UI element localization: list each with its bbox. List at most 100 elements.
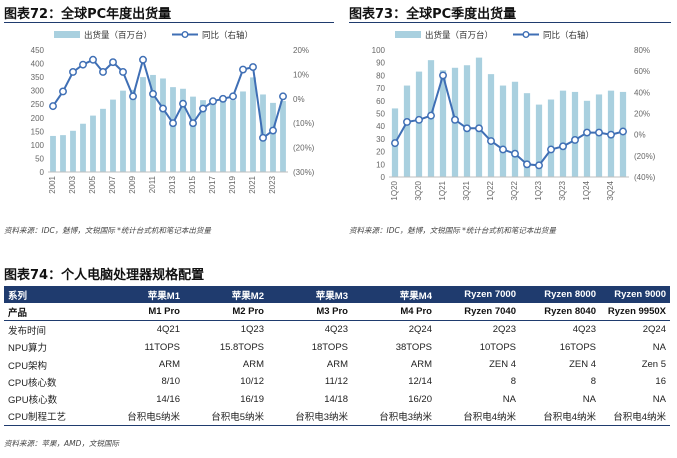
header-cell: 苹果M3 bbox=[268, 286, 352, 303]
table-cell: 4Q21 bbox=[156, 324, 180, 336]
line-point bbox=[169, 119, 177, 128]
header-cell: 苹果M1 bbox=[100, 286, 184, 303]
table-cell: NPU算力 bbox=[8, 343, 48, 355]
left-axis-tick-label: 200 bbox=[31, 114, 45, 123]
line-point bbox=[239, 65, 247, 74]
bar bbox=[559, 90, 567, 177]
x-axis-tick-label: 2023 bbox=[268, 175, 277, 193]
line-point bbox=[511, 149, 519, 158]
table-cell: CPU架构 bbox=[8, 360, 48, 372]
bar bbox=[523, 93, 531, 177]
legend-bar-label: 出货量（百万台） bbox=[84, 30, 152, 40]
fig72-chart: 出货量（百万台） 同比（右轴） 0 50 100 150 200 250 300 350 400 45… bbox=[31, 30, 315, 194]
table-cell: 14/18 bbox=[324, 393, 348, 405]
right-axis-tick-label: 40% bbox=[634, 88, 650, 97]
line-point bbox=[79, 60, 87, 69]
table-cell: 1Q23 bbox=[240, 324, 264, 336]
x-axis-tick-label: 2005 bbox=[88, 175, 97, 193]
right-axis-tick-label: (10%) bbox=[293, 119, 315, 128]
fig72-title: 图表72：全球PC年度出货量 bbox=[4, 7, 172, 22]
line-point bbox=[189, 119, 197, 128]
line-point bbox=[427, 111, 435, 120]
table-cell: M4 Pro bbox=[352, 303, 436, 322]
table-cell: CPU制程工艺 bbox=[4, 407, 100, 427]
line-point bbox=[607, 130, 615, 139]
table-cell: ZEN 4 bbox=[569, 359, 596, 371]
line-point bbox=[523, 160, 531, 169]
table-cell: 8 bbox=[590, 376, 596, 388]
line-point bbox=[219, 94, 227, 103]
table-cell: CPU核心数 bbox=[8, 377, 57, 389]
bar bbox=[120, 90, 126, 172]
fig72-source: 资料来源：IDC，魅博，文锐国际 *统计台式机和笔记本出货量 bbox=[4, 226, 211, 235]
line-point bbox=[583, 128, 591, 137]
line-point bbox=[499, 145, 507, 154]
bar bbox=[170, 87, 176, 172]
right-axis-tick-label: 0% bbox=[293, 95, 305, 104]
x-axis-tick-label: 3Q22 bbox=[510, 180, 519, 200]
table-cell: 11/12 bbox=[324, 376, 348, 388]
right-axis-tick-label: 0% bbox=[634, 131, 646, 140]
table-cell: 12/14 bbox=[408, 376, 432, 388]
yoy-line bbox=[52, 56, 284, 140]
right-axis-tick-label: (40%) bbox=[634, 173, 656, 182]
left-axis-tick-label: 40 bbox=[376, 122, 385, 131]
right-axis-tick-label: 20% bbox=[634, 110, 650, 119]
bar bbox=[200, 100, 206, 172]
table-cell: 18TOPS bbox=[311, 341, 348, 353]
fig73-chart: 出货量（百万台） 同比（右轴） 0 10 20 30 40 50 60 70 80 90 100 80% 6… bbox=[372, 30, 656, 201]
bar bbox=[150, 74, 156, 172]
line-point bbox=[249, 63, 257, 72]
table-row: CPU核心数 8/10 10/12 11/12 12/14 8 8 16 bbox=[4, 373, 670, 390]
left-axis-tick-label: 50 bbox=[376, 110, 385, 119]
legend-marker-icon bbox=[181, 30, 189, 38]
table-cell: 台积电4纳米 bbox=[436, 407, 520, 427]
table-cell: M2 Pro bbox=[184, 303, 268, 322]
table-cell: 2Q23 bbox=[492, 324, 516, 336]
x-axis-tick-label: 1Q20 bbox=[390, 180, 399, 200]
x-axis-tick-label: 2007 bbox=[108, 175, 117, 193]
header-cell: Ryzen 8000 bbox=[520, 286, 600, 303]
table-cell: Ryzen 7040 bbox=[436, 303, 520, 322]
bar bbox=[535, 104, 543, 177]
line-point bbox=[229, 92, 237, 101]
fig73-title: 图表73：全球PC季度出货量 bbox=[349, 7, 517, 22]
legend-bar-swatch bbox=[54, 31, 80, 38]
table-cell: 4Q23 bbox=[572, 324, 596, 336]
bar bbox=[463, 65, 471, 177]
x-axis-tick-label: 2011 bbox=[148, 175, 157, 193]
line-point bbox=[391, 139, 399, 148]
table-cell: 台积电3纳米 bbox=[352, 407, 436, 427]
x-axis-tick-label: 3Q20 bbox=[414, 180, 423, 200]
bar bbox=[439, 70, 447, 177]
line-point bbox=[279, 92, 287, 101]
table-cell: 14/16 bbox=[156, 393, 180, 405]
x-axis-tick-label: 2013 bbox=[168, 175, 177, 193]
line-point bbox=[403, 118, 411, 126]
line-point bbox=[179, 99, 187, 108]
line-point bbox=[59, 87, 67, 96]
x-axis-tick-label: 2021 bbox=[248, 175, 257, 193]
table-cell: 台积电4纳米 bbox=[520, 407, 600, 427]
bar bbox=[100, 108, 106, 172]
legend-bar-label: 出货量（百万台） bbox=[425, 30, 493, 40]
left-axis-tick-label: 0 bbox=[40, 168, 45, 177]
table-cell: M3 Pro bbox=[268, 303, 352, 322]
line-point bbox=[559, 142, 567, 151]
left-axis-tick-label: 80 bbox=[376, 71, 385, 80]
bar bbox=[280, 100, 286, 172]
table-cell: 台积电3纳米 bbox=[268, 407, 352, 427]
table-cell: Ryzen 8040 bbox=[520, 303, 600, 322]
bar bbox=[415, 71, 423, 177]
left-axis-tick-label: 70 bbox=[376, 84, 385, 93]
right-axis-tick-label: 10% bbox=[293, 70, 309, 79]
table-cell: 台积电4纳米 bbox=[600, 407, 670, 427]
line-point bbox=[487, 137, 495, 145]
line-point bbox=[129, 92, 137, 101]
line-point bbox=[415, 115, 423, 124]
x-axis-tick-label: 3Q23 bbox=[558, 180, 567, 200]
table-cell: Ryzen 9950X bbox=[600, 303, 670, 322]
bar bbox=[210, 100, 216, 172]
bar bbox=[190, 96, 196, 172]
line-point bbox=[571, 136, 579, 144]
